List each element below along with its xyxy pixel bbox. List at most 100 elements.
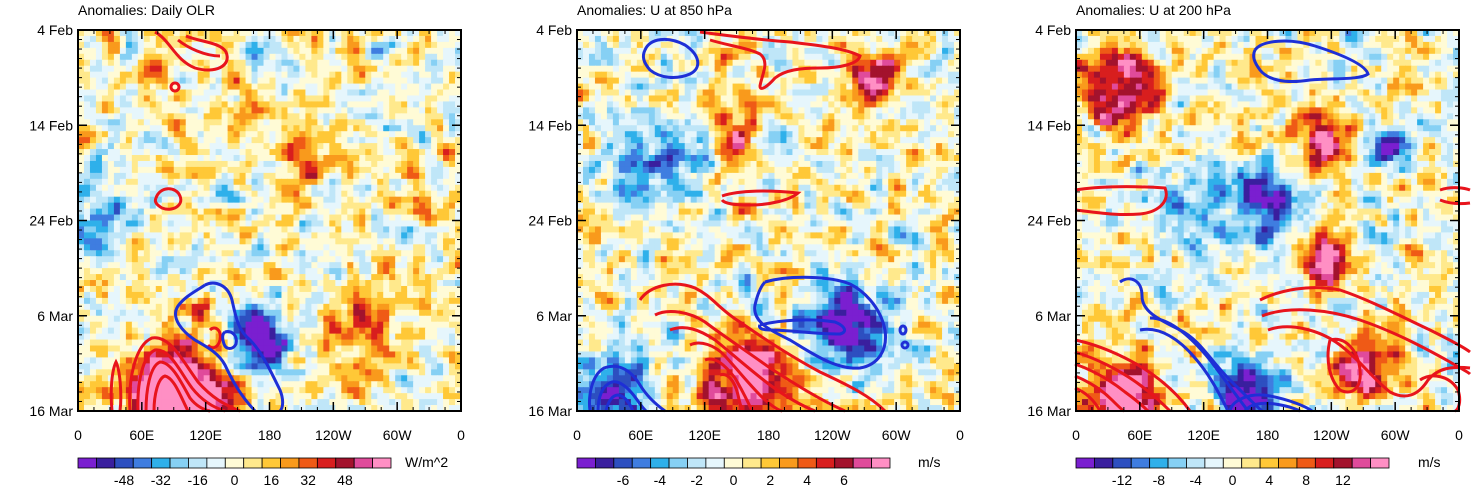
heatmap-cell xyxy=(834,89,841,97)
heatmap-cell xyxy=(287,375,295,382)
heatmap-cell xyxy=(930,59,937,67)
heatmap-cell xyxy=(251,244,259,251)
heatmap-cell xyxy=(95,47,103,55)
heatmap-cell xyxy=(221,172,229,180)
heatmap-cell xyxy=(269,208,277,216)
heatmap-cell xyxy=(221,83,229,91)
heatmap-cell xyxy=(413,71,420,79)
heatmap-cell xyxy=(425,113,432,120)
heatmap-cell xyxy=(95,184,103,192)
heatmap-cell xyxy=(413,202,420,210)
heatmap-cell xyxy=(161,95,169,103)
heatmap-cell xyxy=(443,268,450,275)
heatmap-cell xyxy=(341,77,348,85)
heatmap-cell xyxy=(317,131,324,138)
heatmap-cell xyxy=(443,143,450,150)
heatmap-cell xyxy=(251,172,259,180)
heatmap-cell xyxy=(167,393,175,400)
heatmap-cell xyxy=(618,59,626,67)
heatmap-cell xyxy=(263,238,271,245)
heatmap-cell xyxy=(269,238,277,245)
heatmap-cell xyxy=(215,214,223,222)
heatmap-cell xyxy=(125,375,133,382)
heatmap-cell xyxy=(239,238,247,245)
heatmap-cell xyxy=(317,381,324,388)
heatmap-cell xyxy=(251,131,259,138)
heatmap-cell xyxy=(317,160,324,168)
heatmap-cell xyxy=(125,250,133,257)
heatmap-cell xyxy=(125,190,133,198)
heatmap-cell xyxy=(437,196,444,204)
heatmap-cell xyxy=(918,35,925,43)
heatmap-cell xyxy=(281,232,289,239)
heatmap-cell xyxy=(185,357,193,364)
heatmap-cell xyxy=(209,303,217,311)
heatmap-cell xyxy=(179,53,187,61)
heatmap-cell xyxy=(281,309,289,317)
heatmap-cell xyxy=(305,155,312,162)
heatmap-cell xyxy=(119,345,127,353)
heatmap-cell xyxy=(179,238,187,245)
heatmap-cell xyxy=(143,137,151,144)
heatmap-cell xyxy=(275,89,283,97)
heatmap-cell xyxy=(137,238,145,245)
heatmap-cell xyxy=(888,41,895,49)
heatmap-cell xyxy=(221,280,229,287)
heatmap-cell xyxy=(209,107,217,114)
heatmap-cell xyxy=(161,351,169,359)
heatmap-cell xyxy=(137,41,145,49)
colorbar-swatch xyxy=(298,457,318,469)
heatmap-cell xyxy=(131,155,139,162)
heatmap-cell xyxy=(377,226,384,233)
heatmap-cell xyxy=(203,190,211,198)
heatmap-cell xyxy=(179,339,187,347)
heatmap-cell xyxy=(383,285,390,293)
heatmap-cell xyxy=(606,77,614,85)
heatmap-cell xyxy=(167,291,175,299)
heatmap-cell xyxy=(83,238,91,245)
heatmap-cell xyxy=(191,333,199,341)
heatmap-cell xyxy=(287,30,295,37)
heatmap-cell xyxy=(155,53,163,61)
heatmap-cell xyxy=(191,244,199,251)
heatmap-cell xyxy=(149,256,157,263)
heatmap-cell xyxy=(846,41,853,49)
heatmap-cell xyxy=(425,387,432,394)
heatmap-cell xyxy=(660,30,668,37)
heatmap-cell xyxy=(263,333,271,341)
heatmap-cell xyxy=(401,125,408,132)
heatmap-cell xyxy=(341,196,348,204)
heatmap-cell xyxy=(131,196,139,204)
heatmap-cell xyxy=(173,101,181,108)
heatmap-cell xyxy=(606,47,614,55)
heatmap-cell xyxy=(149,202,157,210)
heatmap-cell xyxy=(407,268,414,275)
heatmap-cell xyxy=(660,47,668,55)
heatmap-cell xyxy=(407,89,414,97)
heatmap-cell xyxy=(275,59,283,67)
heatmap-cell xyxy=(407,143,414,150)
heatmap-cell xyxy=(149,41,157,49)
heatmap-cell xyxy=(281,220,289,228)
heatmap-cell xyxy=(912,83,919,91)
heatmap-cell xyxy=(203,250,211,257)
heatmap-cell xyxy=(83,202,91,210)
heatmap-cell xyxy=(107,30,115,37)
heatmap-cell xyxy=(323,220,330,228)
heatmap-cell xyxy=(413,363,420,370)
heatmap-cell xyxy=(293,65,301,73)
heatmap-cell xyxy=(431,41,438,49)
heatmap-cell xyxy=(107,190,115,198)
heatmap-cell xyxy=(227,387,235,394)
heatmap-cell xyxy=(594,59,602,67)
heatmap-cell xyxy=(78,357,85,364)
heatmap-cell xyxy=(101,387,109,394)
heatmap-cell xyxy=(167,125,175,132)
heatmap-cell xyxy=(281,125,289,132)
heatmap-cell xyxy=(155,363,163,370)
heatmap-cell xyxy=(89,166,97,174)
heatmap-cell xyxy=(155,351,163,359)
heatmap-cell xyxy=(858,41,865,49)
heatmap-cell xyxy=(437,369,444,376)
heatmap-cell xyxy=(287,125,295,132)
